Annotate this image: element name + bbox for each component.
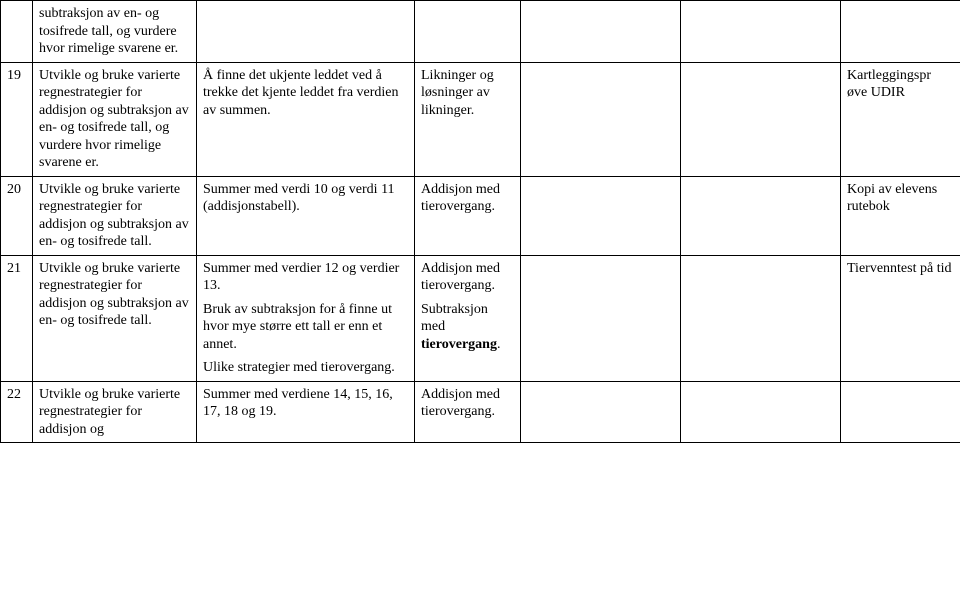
cell-topic: Addisjon med tierovergang. Subtraksjon m… [415, 255, 521, 381]
table-row: 19 Utvikle og bruke varierte regnestrate… [1, 62, 960, 176]
para: Ulike strategier med tierovergang. [203, 359, 408, 377]
plan-table: subtraksjon av en- og tosifrede tall, og… [0, 0, 960, 443]
text: Subtraksjon med [421, 302, 488, 335]
table-row: 20 Utvikle og bruke varierte regnestrate… [1, 176, 960, 255]
cell-d [521, 176, 681, 255]
cell-e [681, 1, 841, 63]
cell-num: 20 [1, 176, 33, 255]
cell-e [681, 255, 841, 381]
cell-e [681, 176, 841, 255]
cell-topic: Addisjon med tierovergang. [415, 176, 521, 255]
cell-goal: Utvikle og bruke varierte regnestrategie… [33, 176, 197, 255]
cell-activity: Summer med verdiene 14, 15, 16, 17, 18 o… [197, 381, 415, 443]
cell-num: 21 [1, 255, 33, 381]
cell-num: 19 [1, 62, 33, 176]
cell-topic [415, 1, 521, 63]
cell-activity: Summer med verdi 10 og verdi 11 (addisjo… [197, 176, 415, 255]
table-row: 22 Utvikle og bruke varierte regnestrate… [1, 381, 960, 443]
cell-f: Kartleggingspr øve UDIR [841, 62, 960, 176]
cell-num: 22 [1, 381, 33, 443]
text: . [497, 337, 501, 352]
bold-text: tierovergang [421, 337, 497, 352]
cell-f: Tiervenntest på tid [841, 255, 960, 381]
cell-activity: Å finne det ukjente leddet ved å trekke … [197, 62, 415, 176]
cell-d [521, 255, 681, 381]
para: Subtraksjon med tierovergang. [421, 301, 514, 354]
cell-goal: subtraksjon av en- og tosifrede tall, og… [33, 1, 197, 63]
cell-e [681, 381, 841, 443]
cell-activity: Summer med verdier 12 og verdier 13. Bru… [197, 255, 415, 381]
cell-activity [197, 1, 415, 63]
table-row: 21 Utvikle og bruke varierte regnestrate… [1, 255, 960, 381]
cell-d [521, 381, 681, 443]
cell-topic: Addisjon med tierovergang. [415, 381, 521, 443]
cell-d [521, 1, 681, 63]
para: Summer med verdier 12 og verdier 13. [203, 260, 408, 295]
cell-goal: Utvikle og bruke varierte regnestrategie… [33, 381, 197, 443]
cell-num [1, 1, 33, 63]
cell-d [521, 62, 681, 176]
cell-f: Kopi av elevens rutebok [841, 176, 960, 255]
table-row: subtraksjon av en- og tosifrede tall, og… [1, 1, 960, 63]
cell-goal: Utvikle og bruke varierte regnestrategie… [33, 62, 197, 176]
para: Bruk av subtraksjon for å finne ut hvor … [203, 301, 408, 354]
cell-e [681, 62, 841, 176]
cell-f [841, 1, 960, 63]
para: Addisjon med tierovergang. [421, 260, 514, 295]
cell-f [841, 381, 960, 443]
cell-topic: Likninger og løsninger av likninger. [415, 62, 521, 176]
cell-goal: Utvikle og bruke varierte regnestrategie… [33, 255, 197, 381]
